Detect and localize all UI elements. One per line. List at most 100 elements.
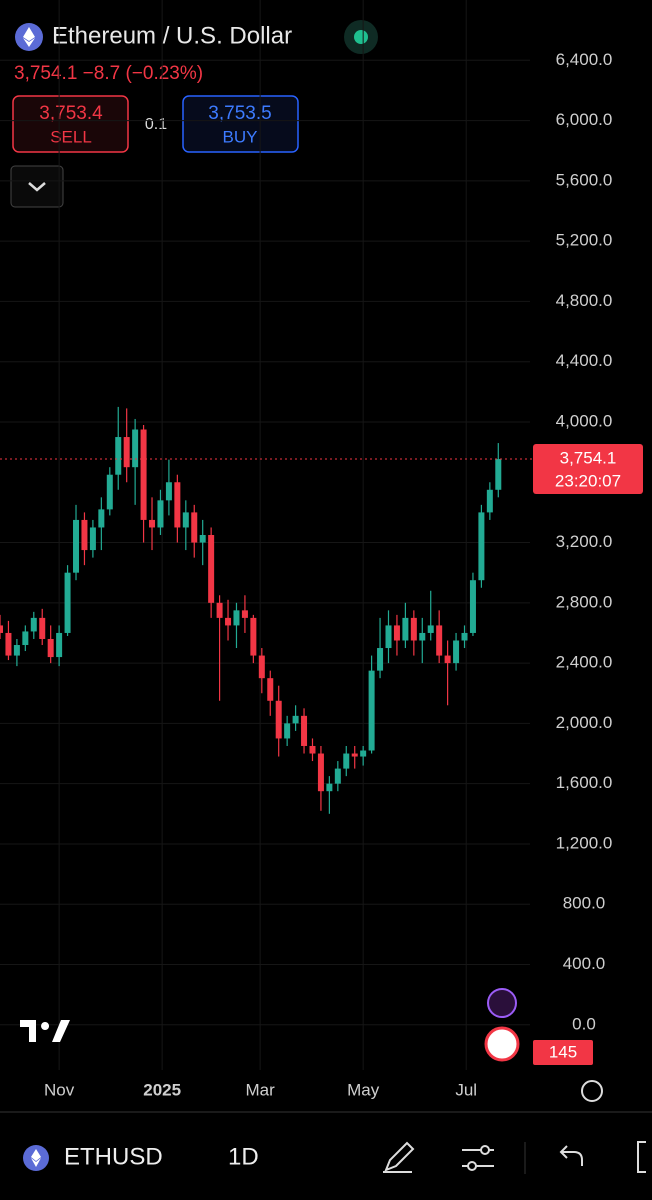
candle-body — [13, 645, 20, 656]
footer: ETHUSD 1D — [0, 1080, 652, 1174]
undo-icon[interactable] — [559, 1145, 583, 1166]
candle-body — [199, 535, 206, 543]
candle-body — [30, 617, 37, 632]
header: Ethereum / U.S. Dollar 3,754.1 −8.7 (−0.… — [10, 20, 378, 208]
candle-body — [157, 500, 164, 528]
collapse-button[interactable] — [10, 165, 64, 208]
candle-body — [385, 625, 392, 649]
candle-body — [225, 617, 232, 626]
plot: 0.0 400.0 800.0 1,200.0 1,600.0 2,000.0 2,400.… — [0, 0, 643, 1099]
chevron — [28, 182, 46, 192]
candle-body — [326, 783, 333, 792]
buy-button[interactable] — [182, 95, 299, 153]
candle-body — [191, 512, 198, 543]
candle-body — [233, 610, 240, 626]
candle-body — [486, 489, 493, 513]
candle-body — [444, 655, 451, 664]
last-price-box — [533, 444, 643, 495]
candle-body — [64, 572, 71, 633]
y-tick-label: 4,000.0 — [556, 411, 613, 430]
candle-body — [368, 670, 375, 751]
candle-body — [165, 482, 172, 501]
assistant-icon — [487, 988, 517, 1018]
fullscreen-icon[interactable] — [637, 1141, 646, 1173]
candle-body — [495, 459, 502, 490]
candle-body — [292, 715, 299, 724]
candle-body — [309, 745, 316, 754]
y-tick-label: 5,600.0 — [556, 170, 613, 189]
candle-body — [343, 753, 350, 769]
candle-body — [267, 678, 274, 701]
symbol[interactable]: ETHUSD — [64, 1143, 163, 1170]
candle-body — [56, 632, 63, 658]
candle-body — [73, 519, 80, 573]
last-price-label: 3,754.1 — [560, 449, 617, 468]
candle-body — [89, 527, 96, 551]
volume-label: 145 — [549, 1042, 577, 1061]
candle-body — [47, 638, 54, 658]
candle-body — [174, 482, 181, 528]
tv-logo — [20, 1020, 70, 1042]
candle-body — [140, 429, 147, 520]
x-tick-label: May — [347, 1080, 380, 1099]
candle-body — [410, 617, 417, 641]
x-tick-label: Mar — [245, 1080, 275, 1099]
candle-body — [469, 580, 476, 633]
y-tick-label: 4,400.0 — [556, 351, 613, 370]
candle-body — [427, 625, 434, 633]
sell-label: SELL — [50, 127, 92, 146]
candle-body — [39, 617, 46, 639]
y-tick-label: 1,600.0 — [556, 773, 613, 792]
candle-body — [241, 610, 248, 618]
symbol-glyph — [31, 1149, 41, 1167]
candle-body — [5, 632, 12, 656]
y-tick-label: 6,000.0 — [556, 110, 613, 129]
draw-icon[interactable] — [383, 1141, 415, 1173]
candle-body — [149, 519, 156, 528]
slider-knob — [480, 1145, 490, 1155]
quote: 3,754.1 −8.7 (−0.23%) — [14, 63, 203, 84]
y-tick-label: 4,800.0 — [556, 291, 613, 310]
candle-body — [301, 715, 308, 746]
interval[interactable]: 1D — [228, 1143, 259, 1170]
x-tick-label: Jul — [455, 1080, 477, 1099]
title: Ethereum / U.S. Dollar — [52, 22, 292, 49]
candle-body — [208, 535, 215, 603]
sell-price: 3,753.4 — [39, 103, 103, 124]
candle-body — [317, 753, 324, 792]
candle-body — [393, 625, 400, 641]
candle-body — [334, 768, 341, 784]
eth-glyph — [23, 27, 35, 47]
y-tick-label: 3,200.0 — [556, 532, 613, 551]
candle-body — [360, 750, 367, 757]
candle-body — [402, 617, 409, 641]
sell-button[interactable] — [12, 95, 129, 153]
candle-body — [81, 519, 88, 551]
candle-body — [132, 429, 139, 468]
candle-body — [123, 437, 130, 468]
candle-body — [275, 700, 282, 739]
y-tick-label: 2,800.0 — [556, 592, 613, 611]
candle-body — [216, 602, 223, 618]
candle-body — [182, 512, 189, 528]
y-tick-label: 6,400.0 — [556, 50, 613, 69]
slider-knob — [467, 1161, 477, 1171]
status-dot — [354, 30, 368, 44]
candle-body — [258, 655, 265, 679]
candle-body — [478, 512, 485, 581]
spread: 0.1 — [145, 116, 167, 133]
candle-body — [461, 632, 468, 641]
y-tick-label: 5,200.0 — [556, 231, 613, 250]
buy-label: BUY — [223, 127, 258, 146]
candle-body — [250, 617, 257, 656]
y-tick-label: 800.0 — [563, 894, 606, 913]
buy-price: 3,753.5 — [208, 103, 271, 124]
candle-body — [106, 474, 113, 510]
candle-body — [22, 631, 29, 646]
y-tick-label: 2,000.0 — [556, 713, 613, 732]
x-tick-label: 2025 — [143, 1080, 181, 1099]
flag-icon — [484, 1026, 520, 1062]
settings-icon[interactable] — [581, 1080, 603, 1102]
x-tick-label: Nov — [44, 1080, 75, 1099]
